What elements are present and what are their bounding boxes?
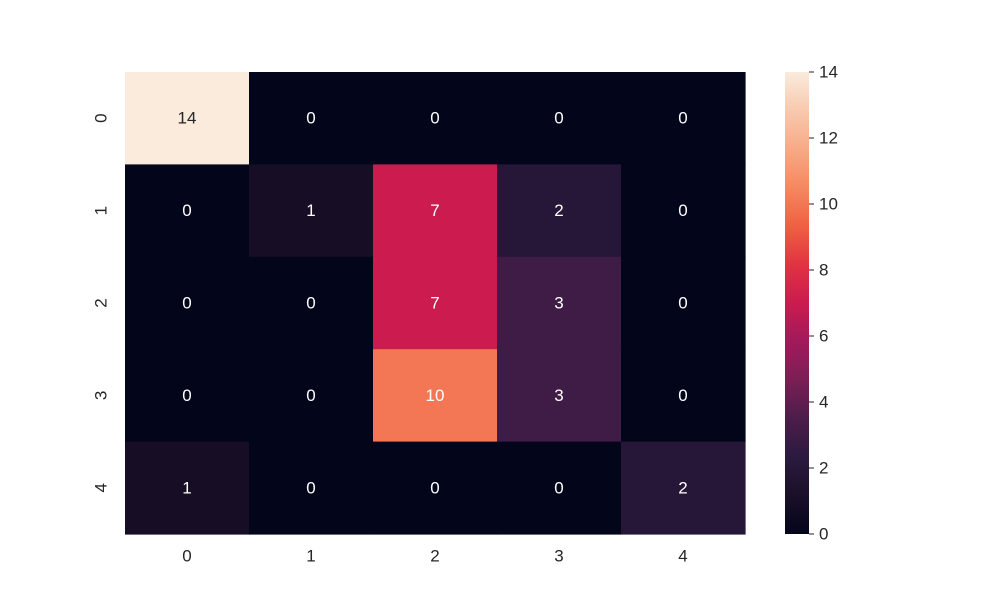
heatmap-cell-r2-c0	[125, 256, 250, 350]
cell-value-r2-c3: 3	[554, 294, 563, 313]
cell-value-r0-c4: 0	[678, 109, 687, 128]
cell-value-r1-c1: 1	[306, 201, 315, 220]
y-tick-label: 0	[92, 113, 111, 122]
cell-value-r4-c4: 2	[678, 478, 687, 497]
cell-value-r2-c2: 7	[430, 294, 439, 313]
heatmap-cell-r3-c2	[373, 349, 498, 443]
y-tick-label: 4	[92, 483, 111, 492]
cell-value-r0-c2: 0	[430, 109, 439, 128]
colorbar-tick-label: 12	[819, 129, 838, 148]
cell-value-r1-c2: 7	[430, 201, 439, 220]
colorbar-tick-label: 0	[819, 525, 828, 544]
colorbar-tick-label: 4	[819, 393, 828, 412]
x-tick-label: 2	[430, 547, 439, 566]
heatmap-cell-r4-c4	[621, 441, 746, 535]
heatmap-cell-r3-c1	[249, 349, 374, 443]
cell-value-r0-c1: 0	[306, 109, 315, 128]
colorbar-tick-label: 8	[819, 261, 828, 280]
cell-value-r2-c4: 0	[678, 294, 687, 313]
x-axis-ticks: 0 1 2 3 4	[182, 547, 687, 566]
heatmap-cell-r1-c2	[373, 164, 498, 258]
heatmap-cell-r3-c0	[125, 349, 250, 443]
colorbar: 0 2 4 6 8 10 12 14	[785, 63, 838, 544]
cell-value-r3-c3: 3	[554, 386, 563, 405]
heatmap-cell-r3-c4	[621, 349, 746, 443]
cell-value-r4-c2: 0	[430, 478, 439, 497]
cell-value-r2-c1: 0	[306, 294, 315, 313]
heatmap-cell-r0-c1	[249, 72, 374, 165]
cell-value-r3-c0: 0	[182, 386, 191, 405]
heatmap-cell-r4-c2	[373, 441, 498, 535]
cell-value-r2-c0: 0	[182, 294, 191, 313]
heatmap-cell-r0-c3	[497, 72, 622, 165]
colorbar-tick-label: 10	[819, 195, 838, 214]
heatmap-cell-r1-c1	[249, 164, 374, 258]
heatmap-cell-r4-c3	[497, 441, 622, 535]
x-tick-label: 1	[306, 547, 315, 566]
heatmap-cell-r2-c3	[497, 256, 622, 350]
heatmap-cell-r2-c2	[373, 256, 498, 350]
cell-value-r1-c0: 0	[182, 201, 191, 220]
cell-value-r4-c3: 0	[554, 478, 563, 497]
heatmap-cell-r3-c3	[497, 349, 622, 443]
cell-value-r3-c1: 0	[306, 386, 315, 405]
cell-value-r1-c4: 0	[678, 201, 687, 220]
heatmap-cell-r4-c1	[249, 441, 374, 535]
x-tick-label: 4	[678, 547, 687, 566]
cell-value-r4-c1: 0	[306, 478, 315, 497]
heatmap-cells	[125, 72, 746, 535]
cell-value-r0-c0: 14	[178, 109, 197, 128]
y-axis-ticks: 0 1 2 3 4	[92, 113, 111, 492]
heatmap-cell-r2-c4	[621, 256, 746, 350]
colorbar-tick-label: 2	[819, 459, 828, 478]
heatmap-cell-r1-c0	[125, 164, 250, 258]
heatmap-cell-r0-c0	[125, 72, 250, 165]
heatmap-cell-r2-c1	[249, 256, 374, 350]
heatmap-cell-r1-c4	[621, 164, 746, 258]
x-tick-label: 0	[182, 547, 191, 566]
cell-value-r4-c0: 1	[182, 478, 191, 497]
colorbar-gradient-bar	[785, 72, 809, 534]
colorbar-tick-label: 6	[819, 327, 828, 346]
heatmap-cell-r0-c4	[621, 72, 746, 165]
heatmap-cell-r4-c0	[125, 441, 250, 535]
cell-value-r0-c3: 0	[554, 109, 563, 128]
cell-value-r1-c3: 2	[554, 201, 563, 220]
heatmap-cell-r0-c2	[373, 72, 498, 165]
y-tick-label: 1	[92, 206, 111, 215]
x-tick-label: 3	[554, 547, 563, 566]
colorbar-tick-label: 14	[819, 63, 838, 82]
cell-value-r3-c2: 10	[426, 386, 445, 405]
heatmap-cell-r1-c3	[497, 164, 622, 258]
y-tick-label: 2	[92, 298, 111, 307]
cell-value-r3-c4: 0	[678, 386, 687, 405]
y-tick-label: 3	[92, 391, 111, 400]
cell-annotations: 14 0 0 0 00 1 7 2 00 0 7 3 00 0 10 3 01 0 0 0 2	[178, 109, 688, 498]
